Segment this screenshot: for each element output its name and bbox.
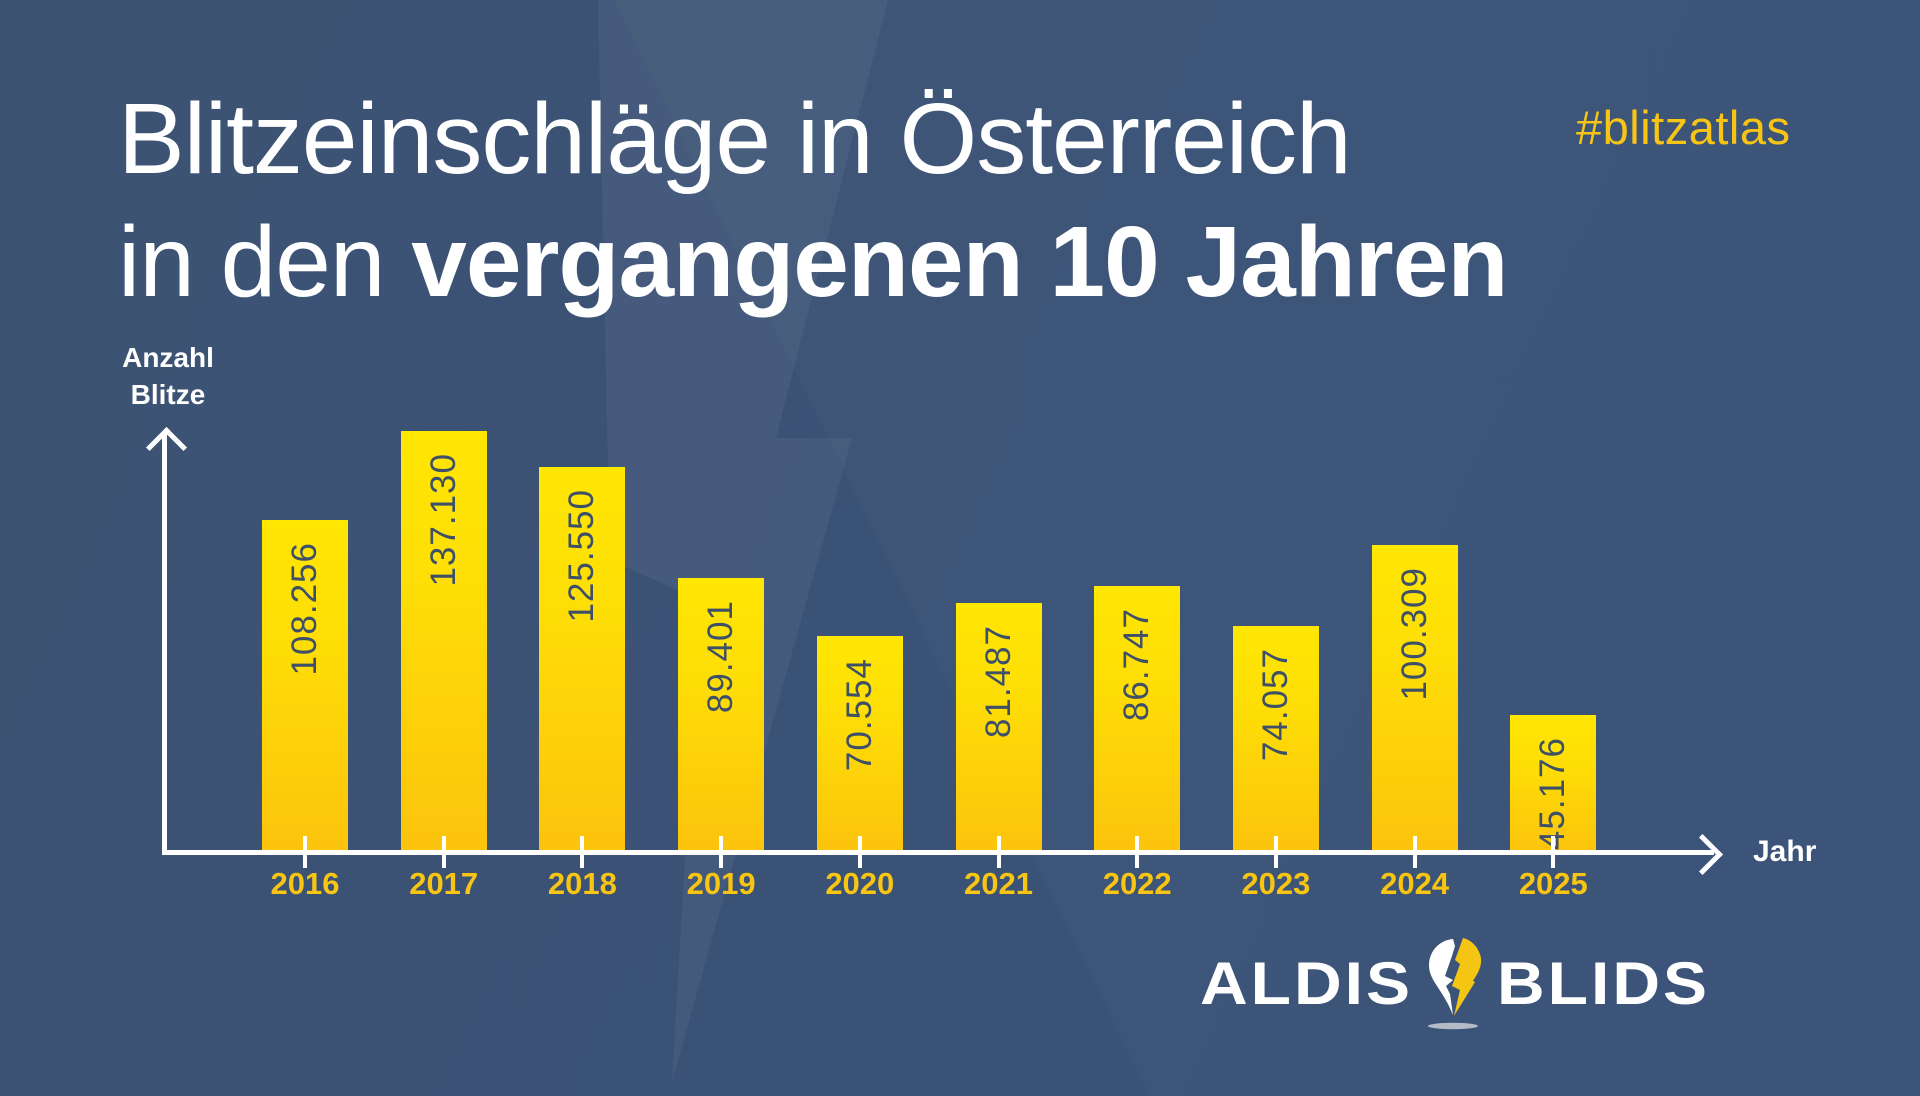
bar-2024: 100.309 [1371,545,1458,854]
bar-value-label: 86.747 [1117,608,1157,722]
logo-word-blids: BLIDS [1497,948,1710,1018]
bar-2018: 125.550 [539,467,626,854]
year-label-2023: 2023 [1241,866,1311,901]
year-label-2024: 2024 [1380,866,1450,901]
title-line-1: Blitzeinschläge in Österreich [118,83,1352,195]
year-label-2025: 2025 [1518,866,1588,901]
y-axis-label: Anzahl Blitze [86,340,250,414]
x-axis-tick [441,836,446,868]
x-axis-tick [1412,836,1417,868]
y-axis-label-line1: Anzahl [122,342,214,373]
logo-word-aldis: ALDIS [1200,948,1413,1018]
title-line2-light: in den [118,206,385,318]
bar-value-label: 45.176 [1533,737,1573,851]
bar-2019: 89.401 [678,578,765,854]
lightning-pin-icon [1428,938,1482,1030]
bar-value-label: 89.401 [701,600,741,714]
bar-value-label: 108.256 [285,542,324,676]
y-axis-label-line2: Blitze [130,378,206,410]
bar-2020: 70.554 [816,636,903,854]
year-label-2017: 2017 [409,866,479,901]
bar-value-label: 100.309 [1394,567,1434,701]
title-line-2: in den vergangenen 10 Jahren [118,201,1508,324]
year-label-2022: 2022 [1102,866,1172,901]
x-axis-tick [996,836,1001,868]
aldis-blids-logo: ALDIS BLIDS [1200,936,1710,1030]
bar-2023: 74.057 [1232,626,1319,854]
bar-value-label: 70.554 [839,658,879,772]
page-title: Blitzeinschläge in Österreich in den ver… [118,78,1508,324]
year-label-2018: 2018 [547,866,617,901]
x-axis-line [162,850,1714,855]
bar-value-label: 81.487 [978,625,1018,739]
x-axis-label: Jahr [1753,835,1817,868]
bar-value-label: 125.550 [562,489,602,623]
x-axis-tick [580,836,585,868]
year-label-2020: 2020 [825,866,895,901]
bar-2025: 45.176 [1510,715,1597,854]
x-axis-tick [1551,836,1556,868]
hashtag-label: #blitzatlas [1576,101,1791,154]
bar-2021: 81.487 [955,603,1042,854]
year-label-2021: 2021 [964,866,1033,901]
bar-value-label: 74.057 [1255,648,1295,762]
bar-2017: 137.130 [400,431,487,854]
year-label-2016: 2016 [270,866,340,901]
bar-2022: 86.747 [1094,586,1181,854]
x-axis-tick [1135,836,1140,868]
bar-value-label: 137.130 [423,453,463,587]
x-axis-tick [857,836,862,868]
x-axis-tick [719,836,724,868]
x-axis-tick [1273,836,1278,868]
bar-2016: 108.256 [262,520,348,854]
x-axis-tick [303,836,307,868]
year-label-2019: 2019 [686,866,756,901]
title-line2-bold: vergangenen 10 Jahren [411,206,1508,318]
y-axis-line [162,432,167,854]
